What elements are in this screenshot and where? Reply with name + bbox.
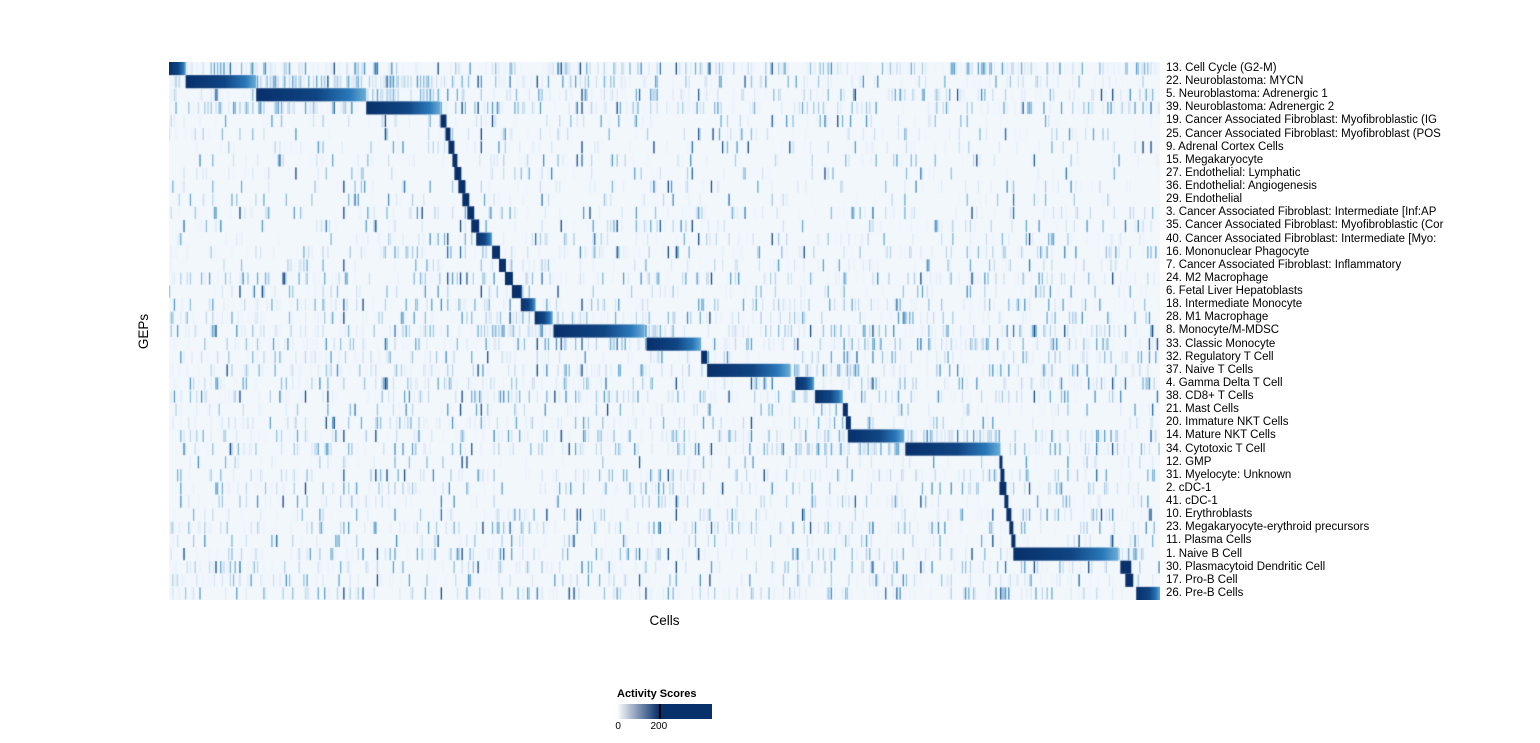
row-label: 36. Endothelial: Angiogenesis: [1166, 180, 1317, 193]
row-label: 2. cDC-1: [1166, 481, 1212, 494]
colorbar-gradient: [617, 704, 712, 719]
y-axis-label: GEPs: [136, 313, 152, 350]
row-label: 16. Mononuclear Phagocyte: [1166, 245, 1310, 258]
row-label: 27. Endothelial: Lymphatic: [1166, 166, 1301, 179]
row-label: 39. Neuroblastoma: Adrenergic 2: [1166, 101, 1335, 114]
colorbar-tick-labels: 0 200: [615, 721, 712, 733]
row-label: 30. Plasmacytoid Dendritic Cell: [1166, 560, 1326, 573]
row-label: 15. Megakaryocyte: [1166, 153, 1264, 166]
row-labels: 13. Cell Cycle (G2-M) 22. Neuroblastoma: …: [1166, 62, 1540, 600]
row-label: 34. Cytotoxic T Cell: [1166, 442, 1266, 455]
colorbar-tick-label-min: 0: [615, 721, 621, 732]
row-label: 18. Intermediate Monocyte: [1166, 298, 1303, 311]
row-label: 33. Classic Monocyte: [1166, 337, 1276, 350]
row-label: 5. Neuroblastoma: Adrenergic 1: [1166, 88, 1328, 101]
row-label: 21. Mast Cells: [1166, 403, 1239, 416]
row-label: 32. Regulatory T Cell: [1166, 350, 1274, 363]
colorbar-tick-mark: [658, 704, 661, 719]
row-label: 17. Pro-B Cell: [1166, 573, 1238, 586]
row-label: 4. Gamma Delta T Cell: [1166, 376, 1283, 389]
row-label: 19. Cancer Associated Fibroblast: Myofib…: [1166, 114, 1438, 127]
row-label: 26. Pre-B Cells: [1166, 586, 1244, 599]
row-label: 28. M1 Macrophage: [1166, 311, 1269, 324]
row-label: 35. Cancer Associated Fibroblast: Myofib…: [1166, 219, 1444, 232]
row-label: 8. Monocyte/M-MDSC: [1166, 324, 1280, 337]
colorbar-title: Activity Scores: [617, 688, 697, 700]
colorbar-legend: Activity Scores 0 200: [615, 688, 737, 733]
x-axis-label: Cells: [649, 613, 680, 628]
row-label: 37. Naive T Cells: [1166, 363, 1254, 376]
row-label: 23. Megakaryocyte-erythroid precursors: [1166, 521, 1370, 534]
row-label: 22. Neuroblastoma: MYCN: [1166, 75, 1304, 88]
row-label: 9. Adrenal Cortex Cells: [1166, 140, 1284, 153]
row-label: 11. Plasma Cells: [1166, 534, 1252, 547]
row-label: 13. Cell Cycle (G2-M): [1166, 62, 1277, 74]
row-label: 29. Endothelial: [1166, 193, 1243, 206]
row-label: 3. Cancer Associated Fibroblast: Interme…: [1166, 206, 1437, 219]
row-label: 6. Fetal Liver Hepatoblasts: [1166, 285, 1303, 298]
row-label: 41. cDC-1: [1166, 495, 1218, 508]
row-label: 38. CD8+ T Cells: [1166, 390, 1254, 403]
row-label: 40. Cancer Associated Fibroblast: Interm…: [1166, 232, 1437, 245]
row-label: 25. Cancer Associated Fibroblast: Myofib…: [1166, 127, 1441, 140]
colorbar-gradient-bar: [617, 704, 712, 719]
row-label: 1. Naive B Cell: [1166, 547, 1243, 560]
row-label: 20. Immature NKT Cells: [1166, 416, 1289, 429]
row-label: 14. Mature NKT Cells: [1166, 429, 1276, 442]
row-label: 24. M2 Macrophage: [1166, 271, 1269, 284]
row-label: 12. GMP: [1166, 455, 1212, 468]
row-label: 31. Myelocyte: Unknown: [1166, 468, 1292, 481]
row-label: 10. Erythroblasts: [1166, 508, 1253, 521]
heatmap-canvas: [169, 62, 1160, 600]
colorbar-tick-label-max: 200: [650, 721, 668, 732]
row-label: 7. Cancer Associated Fibroblast: Inflamm…: [1166, 258, 1402, 271]
